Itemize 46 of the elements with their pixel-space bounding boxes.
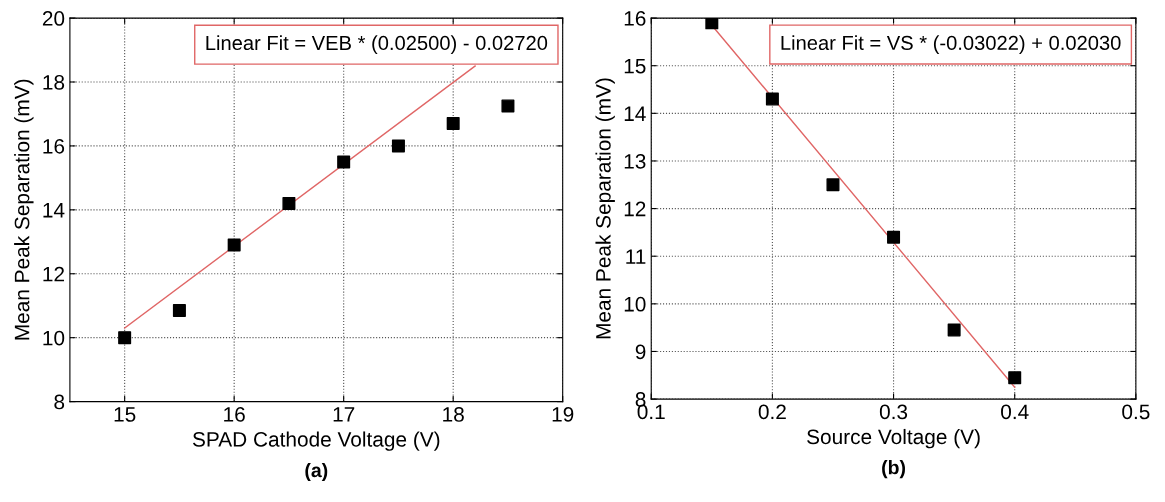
y-tick-label: 9	[635, 344, 646, 360]
text: (a)	[305, 462, 328, 482]
y-tick-label: 10	[43, 330, 65, 346]
x-tick-label: 0.3	[879, 404, 908, 420]
annotation: Linear Fit = VS * (-0.03022) + 0.02030	[781, 35, 1121, 54]
point	[337, 155, 351, 169]
point	[705, 18, 719, 30]
point	[118, 331, 132, 345]
x-tick-label: 17	[333, 407, 355, 422]
point	[947, 323, 961, 337]
x-tick-label: 0.5	[1122, 404, 1150, 420]
y-tick-label: 16	[624, 11, 646, 26]
y-axis-title: Mean Peak Separation (mV)	[595, 78, 615, 339]
y-tick-label: 12	[43, 266, 64, 282]
x-tick-label: 19	[552, 407, 574, 422]
y-tick-label: 14	[624, 106, 646, 121]
x-tick-label: 16	[224, 407, 245, 422]
text: (b)	[882, 460, 905, 479]
y-tick-label: 8	[54, 394, 65, 410]
y-tick-label: 15	[624, 58, 646, 74]
y-tick-label: 20	[42, 11, 65, 26]
point	[887, 230, 901, 244]
x-tick-label: 0.4	[1001, 404, 1029, 420]
y-tick-label: 11	[626, 249, 646, 264]
point	[227, 238, 241, 252]
x-axis-title: SPAD Cathode Voltage (V)	[192, 431, 440, 451]
point	[826, 178, 840, 192]
x-axis-title: Source Voltage (V)	[807, 428, 980, 449]
point	[446, 117, 460, 131]
annotation: Linear Fit = VEB * (0.02500) - 0.02720	[206, 35, 548, 55]
point	[765, 92, 779, 106]
x-tick-label: 0.2	[758, 404, 786, 420]
y-tick-label: 14	[43, 203, 65, 218]
point	[391, 139, 405, 153]
y-tick-label: 16	[43, 138, 65, 154]
point	[282, 196, 296, 210]
y-tick-label: 10	[624, 296, 646, 312]
y-axis-title: Mean Peak Separation (mV)	[14, 79, 34, 340]
point	[172, 304, 186, 318]
x-tick-label: 18	[443, 407, 464, 422]
point	[501, 99, 515, 113]
y-tick-label: 12	[624, 201, 646, 217]
y-tick-label: 18	[43, 74, 65, 90]
point	[1008, 371, 1022, 385]
x-tick-label: 15	[114, 407, 136, 422]
y-tick-label: 13	[624, 153, 646, 169]
